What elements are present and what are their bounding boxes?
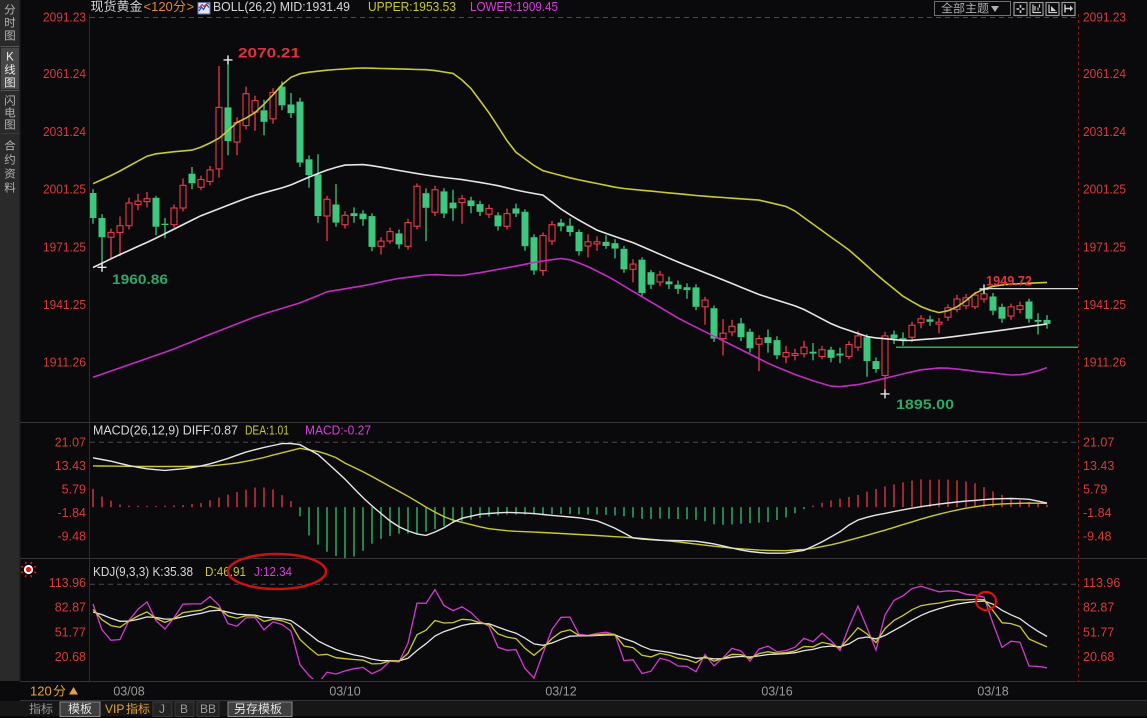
svg-text:2091.23: 2091.23 xyxy=(43,11,86,25)
svg-text:21.07: 21.07 xyxy=(1083,435,1114,449)
svg-text:03/18: 03/18 xyxy=(977,685,1008,699)
svg-text:J:12.34: J:12.34 xyxy=(254,564,292,579)
svg-text:21.07: 21.07 xyxy=(55,435,86,449)
svg-text:2031.24: 2031.24 xyxy=(43,125,86,139)
svg-text:03/10: 03/10 xyxy=(329,685,360,699)
svg-text:5.79: 5.79 xyxy=(62,482,86,496)
svg-text:03/12: 03/12 xyxy=(545,685,576,699)
svg-text:BB: BB xyxy=(200,702,216,716)
svg-text:-1.84: -1.84 xyxy=(58,506,87,520)
svg-text:113.96: 113.96 xyxy=(49,576,86,590)
svg-text:03/16: 03/16 xyxy=(761,685,792,699)
svg-text:2001.25: 2001.25 xyxy=(1083,183,1126,197)
svg-text:51.77: 51.77 xyxy=(1083,625,1114,639)
svg-text:113.96: 113.96 xyxy=(1083,576,1120,590)
svg-text:2061.24: 2061.24 xyxy=(43,67,86,81)
svg-text:13.43: 13.43 xyxy=(1083,459,1114,473)
svg-text:<120: <120 xyxy=(144,0,173,14)
svg-text:MACD:-0.27: MACD:-0.27 xyxy=(305,423,371,438)
svg-text:82.87: 82.87 xyxy=(55,601,86,615)
svg-text:D:46.91: D:46.91 xyxy=(205,564,246,579)
svg-text:MACD(26,12,9) DIFF:0.87: MACD(26,12,9) DIFF:0.87 xyxy=(93,423,238,438)
svg-text:1949.72: 1949.72 xyxy=(986,274,1032,289)
svg-text:2031.24: 2031.24 xyxy=(1083,125,1126,139)
svg-text:DEA:1.01: DEA:1.01 xyxy=(245,423,289,438)
svg-text:2070.21: 2070.21 xyxy=(238,46,301,61)
svg-text:-9.48: -9.48 xyxy=(1083,529,1112,543)
svg-text:20.68: 20.68 xyxy=(1083,650,1114,664)
svg-text:20.68: 20.68 xyxy=(55,650,86,664)
svg-text:2091.23: 2091.23 xyxy=(1083,11,1126,25)
svg-text:5.79: 5.79 xyxy=(1083,482,1107,496)
svg-text:51.77: 51.77 xyxy=(55,625,86,639)
svg-text:BOLL(26,2) MID:1931.49: BOLL(26,2) MID:1931.49 xyxy=(213,0,350,14)
svg-text:UPPER:1953.53: UPPER:1953.53 xyxy=(368,0,456,14)
svg-text:1941.25: 1941.25 xyxy=(1083,298,1126,312)
svg-text:LOWER:1909.45: LOWER:1909.45 xyxy=(470,0,558,14)
svg-text:-9.48: -9.48 xyxy=(58,529,87,543)
svg-text:1971.25: 1971.25 xyxy=(43,240,86,254)
svg-text:1941.25: 1941.25 xyxy=(43,298,86,312)
svg-text:82.87: 82.87 xyxy=(1083,601,1114,615)
svg-text:1911.26: 1911.26 xyxy=(43,356,86,370)
svg-text:VIP: VIP xyxy=(105,702,124,716)
svg-text:>: > xyxy=(187,0,195,14)
svg-text:1971.25: 1971.25 xyxy=(1083,240,1126,254)
svg-text:03/08: 03/08 xyxy=(113,685,144,699)
svg-text:K: K xyxy=(6,52,14,64)
svg-text:120: 120 xyxy=(30,684,52,699)
svg-text:-1.84: -1.84 xyxy=(1083,506,1112,520)
svg-text:1911.26: 1911.26 xyxy=(1083,356,1126,370)
svg-text:B: B xyxy=(180,702,188,716)
svg-text:1895.00: 1895.00 xyxy=(896,397,954,412)
svg-text:KDJ(9,3,3) K:35.38: KDJ(9,3,3) K:35.38 xyxy=(93,564,193,579)
svg-text:13.43: 13.43 xyxy=(55,459,86,473)
svg-text:2001.25: 2001.25 xyxy=(43,183,86,197)
svg-text:J: J xyxy=(159,702,165,716)
svg-text:2061.24: 2061.24 xyxy=(1083,67,1126,81)
svg-text:1960.86: 1960.86 xyxy=(112,272,169,287)
